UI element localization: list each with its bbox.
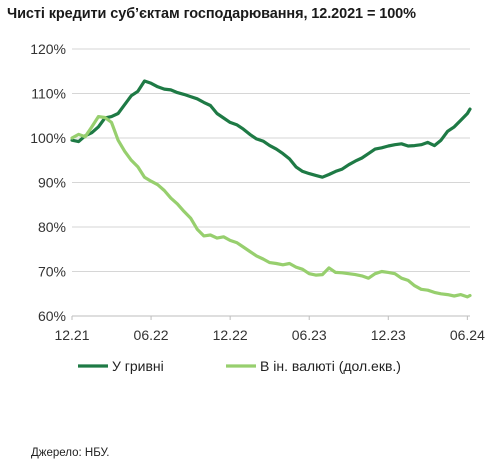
x-tick-label: 12.22 [213,327,248,343]
legend: У гривні В ін. валюті (дол.екв.) [78,358,401,374]
chart-title: Чисті кредити суб’єктам господарювання, … [7,6,416,22]
series-line-2 [70,115,472,299]
series-group [70,79,472,299]
x-tick-label: 12.23 [371,327,406,343]
x-tick-label: 06.22 [134,327,169,343]
y-tick-label: 70% [38,264,66,280]
y-axis-ticks: 60% 70% 80% 90% 100% 110% 120% [30,41,66,324]
x-tick-label: 12.21 [54,327,89,343]
y-tick-label: 100% [30,130,66,146]
x-axis-ticks: 12.21 06.22 12.22 06.23 12.23 06.24 [54,316,485,343]
y-tick-label: 90% [38,175,66,191]
series-line-1 [70,79,472,179]
y-tick-label: 120% [30,41,66,57]
legend-label-1: У гривні [112,358,164,374]
x-tick-label: 06.24 [450,327,485,343]
y-tick-label: 80% [38,219,66,235]
y-tick-label: 110% [31,86,66,102]
grid [72,48,470,272]
x-tick-label: 06.23 [292,327,327,343]
source-note: Джерело: НБУ. [31,447,110,459]
legend-label-2: В ін. валюті (дол.екв.) [260,358,401,374]
y-tick-label: 60% [38,308,66,324]
